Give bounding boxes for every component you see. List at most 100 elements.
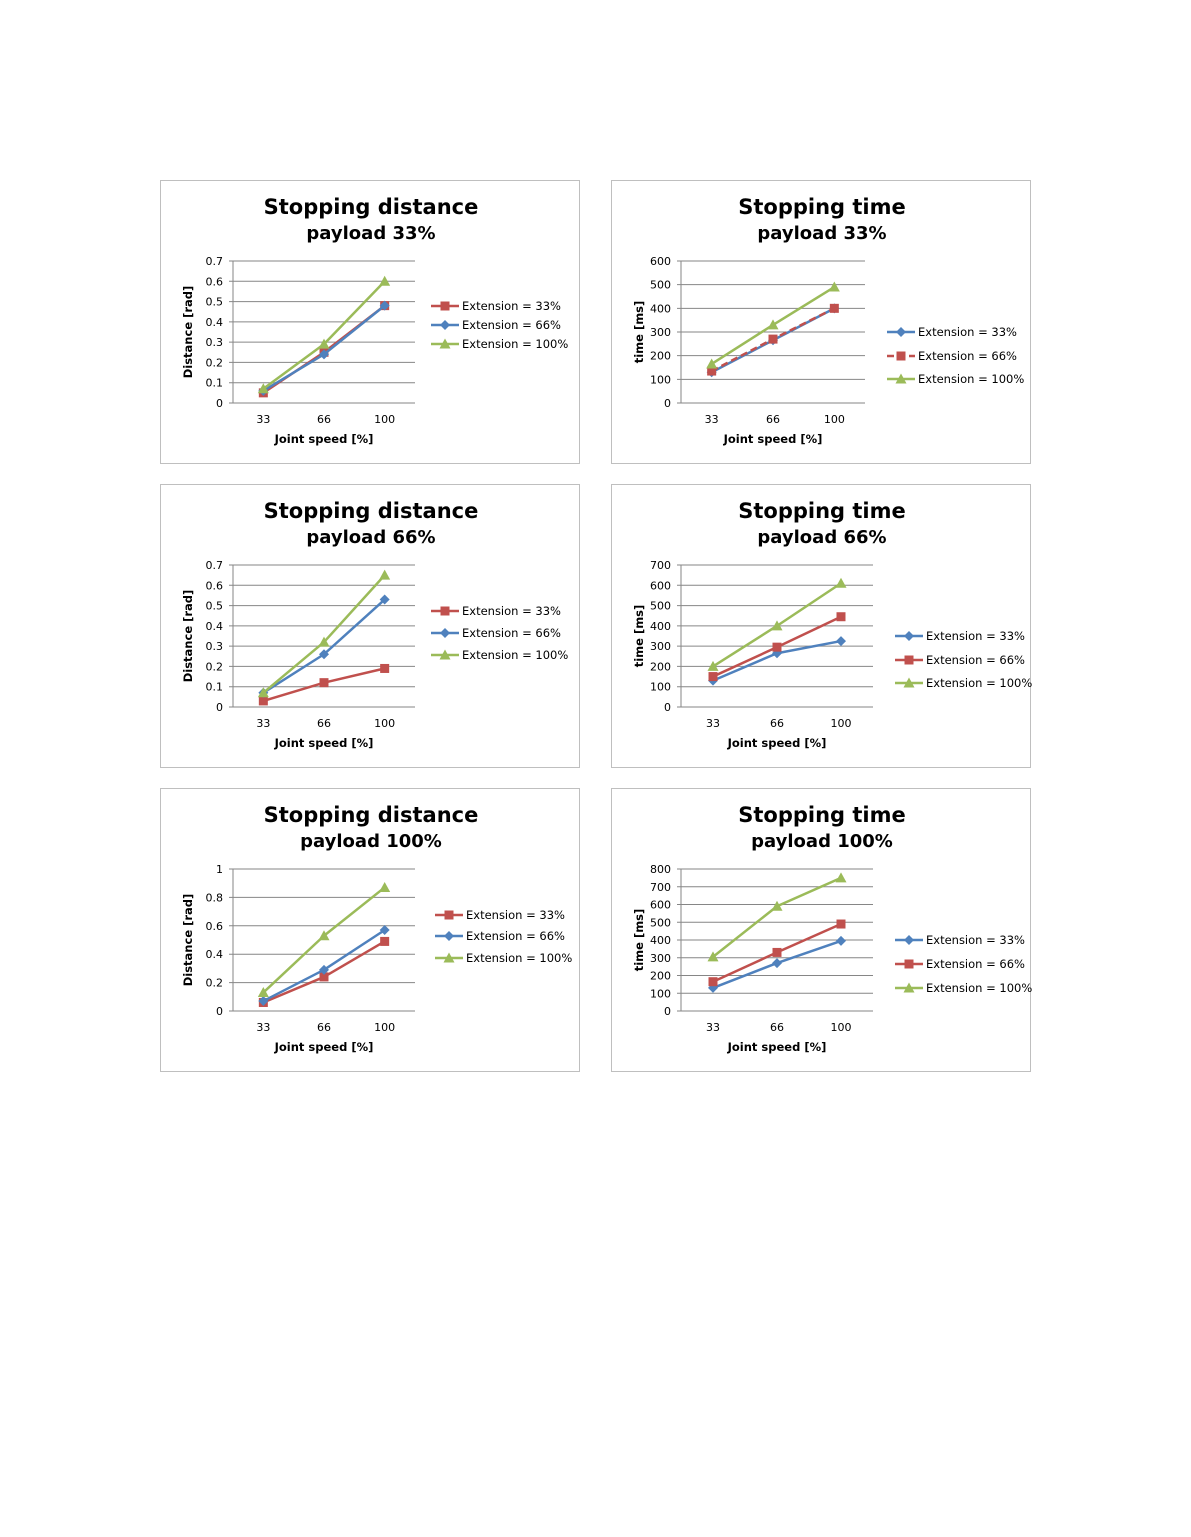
chart-title: Stopping time <box>738 195 906 219</box>
x-axis-label: Joint speed [%] <box>274 736 374 750</box>
data-point <box>707 951 719 962</box>
x-tick-label: 33 <box>256 1021 270 1034</box>
chart-stopping-time-payload-100: Stopping time payload 100% 0 100 200 300 400 50… <box>611 788 1032 1072</box>
y-axis-label: Distance [rad] <box>181 286 195 379</box>
y-tick-label: 0.2 <box>206 977 224 990</box>
y-tick-label: 0.8 <box>206 891 224 904</box>
data-point <box>379 569 391 580</box>
data-point <box>318 636 330 647</box>
legend-label: Extension = 66% <box>926 957 1025 971</box>
data-point <box>257 987 269 998</box>
x-tick-label: 66 <box>766 413 780 426</box>
x-tick-label: 100 <box>374 413 395 426</box>
data-point <box>828 281 840 292</box>
data-point <box>318 930 330 941</box>
data-point <box>708 977 718 987</box>
y-axis-label: Distance [rad] <box>181 590 195 683</box>
y-tick-label: 200 <box>650 660 671 673</box>
y-tick-label: 400 <box>650 620 671 633</box>
x-tick-label: 100 <box>831 717 852 730</box>
x-tick-label: 66 <box>770 1021 784 1034</box>
legend-marker <box>440 320 450 330</box>
chart-svg: Stopping distance payload 33% 0 0.1 0.2 0.3 0.… <box>181 195 568 446</box>
data-point <box>771 900 783 911</box>
y-tick-label: 100 <box>650 987 671 1000</box>
chart-subtitle: payload 100% <box>300 831 442 852</box>
data-point <box>767 319 779 330</box>
chart-title: Stopping distance <box>264 803 479 827</box>
chart-title: Stopping distance <box>264 195 479 219</box>
y-tick-label: 100 <box>650 681 671 694</box>
data-point <box>836 935 846 946</box>
data-point <box>836 919 846 929</box>
y-tick-label: 0 <box>664 397 671 410</box>
y-tick-label: 800 <box>650 863 671 876</box>
legend-label: Extension = 66% <box>466 929 565 943</box>
chart-title: Stopping time <box>738 499 906 523</box>
data-point <box>379 300 390 311</box>
data-point <box>772 642 782 652</box>
legend-marker <box>444 931 454 941</box>
x-tick-label: 66 <box>317 1021 331 1034</box>
legend-marker <box>895 373 907 384</box>
y-tick-label: 0.6 <box>206 275 224 288</box>
x-tick-label: 33 <box>706 1021 720 1034</box>
legend-label: Extension = 100% <box>462 337 568 351</box>
legend-marker <box>904 631 914 641</box>
data-point <box>835 872 847 883</box>
y-tick-label: 0.4 <box>206 316 224 329</box>
data-point <box>319 964 329 975</box>
x-tick-label: 100 <box>831 1021 852 1034</box>
data-point <box>319 649 329 660</box>
chart-subtitle: payload 66% <box>306 527 435 548</box>
chart-subtitle: payload 33% <box>306 223 435 244</box>
data-point <box>835 577 847 588</box>
y-tick-label: 600 <box>650 899 671 912</box>
chart-subtitle: payload 100% <box>751 831 893 852</box>
chart-svg: Stopping time payload 100% 0 100 200 300 400 50… <box>632 803 1032 1054</box>
x-axis-label: Joint speed [%] <box>723 432 823 446</box>
y-tick-label: 0.4 <box>206 948 224 961</box>
legend-marker <box>439 338 451 349</box>
x-tick-label: 66 <box>317 413 331 426</box>
chart-title: Stopping distance <box>264 499 479 523</box>
y-tick-label: 0 <box>216 1005 223 1018</box>
y-axis-label: time [ms] <box>632 301 646 364</box>
data-point <box>379 925 390 936</box>
x-tick-label: 33 <box>706 717 720 730</box>
y-tick-label: 700 <box>650 881 671 894</box>
data-point <box>771 620 783 631</box>
y-axis-label: time [ms] <box>632 909 646 972</box>
data-point <box>707 660 719 671</box>
x-tick-label: 100 <box>824 413 845 426</box>
data-point <box>708 982 718 993</box>
legend-marker <box>896 327 906 337</box>
legend-marker <box>443 952 455 963</box>
data-point <box>318 338 330 349</box>
x-tick-label: 66 <box>317 717 331 730</box>
legend-label: Extension = 66% <box>462 318 561 332</box>
legend-label: Extension = 33% <box>462 604 561 618</box>
x-tick-label: 33 <box>256 717 270 730</box>
x-axis-label: Joint speed [%] <box>727 736 827 750</box>
y-tick-label: 300 <box>650 640 671 653</box>
y-tick-label: 0 <box>664 701 671 714</box>
legend-marker <box>440 628 450 638</box>
chart-title: Stopping time <box>738 803 906 827</box>
data-point <box>380 663 390 673</box>
data-point <box>707 366 717 376</box>
chart-stopping-time-payload-33: Stopping time payload 33% 0 100 200 300 400 500… <box>611 180 1031 464</box>
legend-marker <box>896 351 906 361</box>
y-tick-label: 300 <box>650 952 671 965</box>
y-tick-label: 0.2 <box>206 356 224 369</box>
data-point <box>257 687 269 698</box>
y-tick-label: 400 <box>650 302 671 315</box>
legend-marker <box>904 655 914 665</box>
y-axis-label: Distance [rad] <box>181 894 195 987</box>
legend-marker <box>904 935 914 945</box>
chart-svg: Stopping time payload 66% 0 100 200 300 400 500… <box>632 499 1032 750</box>
legend-label: Extension = 33% <box>926 629 1025 643</box>
chart-subtitle: payload 66% <box>757 527 886 548</box>
data-point <box>772 958 782 969</box>
y-tick-label: 700 <box>650 559 671 572</box>
